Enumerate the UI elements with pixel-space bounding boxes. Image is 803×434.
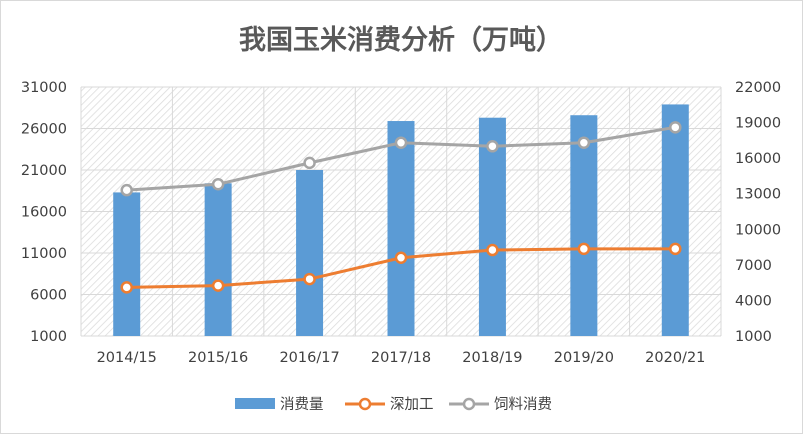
right-axis: 1000 4000 7000 10000 13000 16000 19000 22000 (735, 80, 781, 345)
legend-label: 饲料消费 (494, 396, 552, 413)
bar (661, 104, 689, 337)
bar (387, 121, 415, 336)
bar (204, 183, 232, 336)
right-axis-tick-label: 19000 (735, 116, 781, 132)
category-label: 2015/16 (188, 350, 248, 366)
data-point (577, 242, 591, 256)
legend-swatch-bar (235, 398, 275, 409)
data-point (303, 156, 316, 170)
right-axis-tick-label: 4000 (735, 293, 772, 309)
left-axis-tick-label: 6000 (30, 288, 67, 304)
data-point (486, 140, 499, 153)
legend-swatch-marker (462, 397, 476, 411)
chart-title: 我国玉米消费分析（万吨） (239, 25, 563, 56)
right-axis-tick-label: 22000 (735, 80, 781, 96)
data-point (120, 281, 133, 294)
left-axis-tick-label: 21000 (21, 163, 67, 179)
category-label: 2019/20 (554, 350, 614, 366)
category-label: 2018/19 (462, 350, 522, 366)
bar (296, 170, 324, 336)
right-axis-tick-label: 1000 (735, 329, 772, 345)
category-label: 2017/18 (371, 350, 431, 366)
left-axis-tick-label: 26000 (21, 122, 67, 138)
bar-series-layer (113, 104, 689, 337)
data-point (394, 251, 408, 264)
line-series-layer (120, 121, 682, 294)
legend-swatch-marker (358, 397, 372, 411)
category-axis: 2014/15 2015/16 2016/17 2017/18 2018/19 2019/… (97, 350, 706, 366)
data-point (120, 183, 133, 197)
data-point (486, 243, 499, 257)
data-point (211, 177, 225, 191)
legend-label: 消费量 (280, 396, 324, 413)
category-label: 2014/15 (97, 350, 157, 366)
left-axis-tick-label: 1000 (30, 329, 67, 345)
category-label: 2016/17 (279, 350, 339, 366)
left-axis-tick-label: 11000 (21, 246, 67, 262)
data-point (211, 279, 225, 292)
data-point (303, 272, 316, 286)
right-axis-tick-label: 13000 (735, 187, 781, 203)
bar (570, 115, 598, 336)
right-axis-tick-label: 10000 (735, 222, 781, 238)
category-label: 2020/21 (645, 350, 705, 366)
data-point (669, 121, 682, 134)
right-axis-tick-label: 16000 (735, 151, 781, 167)
data-point (577, 136, 591, 149)
data-point (669, 242, 682, 256)
data-point (394, 136, 408, 149)
left-axis-tick-label: 16000 (21, 205, 67, 221)
legend: 消费量 深加工 饲料消费 (235, 396, 552, 413)
bar (113, 192, 141, 336)
left-axis: 1000 6000 11000 16000 21000 26000 31000 (21, 80, 67, 345)
bar (478, 117, 506, 337)
right-axis-tick-label: 7000 (735, 258, 772, 274)
left-axis-tick-label: 31000 (21, 80, 67, 96)
legend-label: 深加工 (390, 396, 434, 413)
